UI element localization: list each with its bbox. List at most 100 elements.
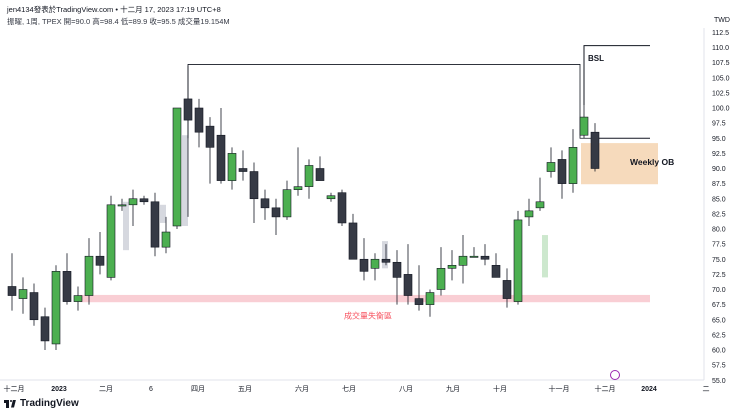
price-tick-label: 95.0: [712, 136, 726, 143]
candle-body[interactable]: [315, 168, 325, 181]
candle-body[interactable]: [73, 295, 83, 302]
price-tick-label: 70.0: [712, 287, 726, 294]
candle-body[interactable]: [128, 198, 138, 206]
event-flag-icon[interactable]: [610, 370, 620, 380]
candle-body[interactable]: [249, 171, 259, 200]
candle-body[interactable]: [447, 264, 457, 269]
tradingview-brand: TradingView: [20, 398, 79, 409]
candle-body[interactable]: [491, 264, 501, 278]
time-tick-label: 2023: [51, 386, 67, 393]
candle-body[interactable]: [524, 210, 534, 218]
candle-body[interactable]: [370, 258, 380, 269]
candle-body[interactable]: [579, 116, 589, 136]
candle-body[interactable]: [29, 292, 39, 321]
price-tick-label: 100.0: [712, 106, 730, 113]
price-tick-label: 55.0: [712, 378, 726, 385]
candle-body[interactable]: [513, 219, 523, 302]
time-tick-label: 四月: [191, 385, 205, 393]
candle-body[interactable]: [348, 222, 358, 260]
time-tick-label: 十月: [493, 384, 507, 393]
price-tick-label: 72.5: [712, 272, 726, 279]
price-tick-label: 112.5: [712, 30, 729, 37]
imbalance-shadow-bar: [123, 201, 129, 251]
price-tick-label: 62.5: [712, 332, 726, 339]
candle-body[interactable]: [304, 165, 314, 187]
candle-body[interactable]: [392, 261, 402, 278]
ohlc-legend: 振曜, 1周, TPEX 開=90.0 高=98.4 低=89.9 收=95.5…: [7, 17, 230, 26]
candle-body[interactable]: [51, 271, 61, 345]
price-tick-label: 65.0: [712, 317, 726, 324]
tradingview-footer[interactable]: TradingView: [4, 398, 79, 409]
price-tick-label: 77.5: [712, 242, 726, 249]
candle-body[interactable]: [326, 195, 336, 200]
candle-body[interactable]: [95, 255, 105, 266]
candle-body[interactable]: [502, 280, 512, 299]
time-tick-label: 十二月: [4, 384, 25, 393]
price-tick-label: 110.0: [712, 45, 729, 52]
bsl-label: BSL: [588, 54, 604, 63]
candle-body[interactable]: [172, 107, 182, 227]
candle-body[interactable]: [425, 292, 435, 305]
imbalance-shadow-bar: [382, 241, 388, 269]
price-tick-label: 107.5: [712, 60, 730, 67]
price-tick-label: 105.0: [712, 75, 730, 82]
candle-body[interactable]: [150, 201, 160, 248]
imbalance-shadow-bar: [160, 204, 166, 223]
candle-body[interactable]: [183, 98, 193, 121]
price-tick-label: 92.5: [712, 151, 726, 158]
candle-body[interactable]: [469, 255, 479, 258]
time-tick-label: 五月: [238, 385, 252, 393]
time-tick-label: 十一月: [549, 384, 570, 393]
candle-body[interactable]: [260, 198, 270, 209]
time-tick-label: 二: [703, 386, 710, 393]
candle-body[interactable]: [106, 204, 116, 278]
imbalance-zone-label: 成交量失衡區: [344, 311, 392, 321]
candle-body[interactable]: [62, 271, 72, 302]
candle-body[interactable]: [205, 125, 215, 148]
candle-body[interactable]: [161, 231, 171, 248]
candle-body[interactable]: [546, 162, 556, 172]
candle-body[interactable]: [194, 107, 204, 133]
candle-body[interactable]: [293, 186, 303, 190]
candle-body[interactable]: [238, 168, 248, 172]
price-tick-label: 67.5: [712, 302, 726, 309]
price-tick-label: 85.0: [712, 196, 726, 203]
price-tick-label: 60.0: [712, 348, 726, 355]
candle-body[interactable]: [436, 268, 446, 290]
imbalance-zone: [80, 294, 650, 303]
candle-body[interactable]: [227, 153, 237, 181]
imbalance-shadow-bar: [542, 235, 548, 278]
candle-body[interactable]: [271, 207, 281, 218]
candle-body[interactable]: [458, 255, 468, 266]
candle-body[interactable]: [359, 258, 369, 272]
time-tick-label: 七月: [342, 384, 356, 393]
publisher-line: jen4134發表於TradingView.com • 十二月 17, 2023…: [7, 5, 221, 14]
candle-body[interactable]: [480, 255, 490, 260]
candle-body[interactable]: [535, 201, 545, 209]
candle-body[interactable]: [139, 198, 149, 203]
weekly-ob-label: Weekly OB: [630, 157, 674, 167]
price-tick-label: 90.0: [712, 166, 726, 173]
bsl-high-line: [583, 45, 650, 105]
candle-body[interactable]: [414, 298, 424, 305]
candle-body[interactable]: [282, 189, 292, 218]
candle-body[interactable]: [381, 258, 391, 263]
candle-body[interactable]: [403, 274, 413, 296]
candle-body[interactable]: [337, 192, 347, 224]
candle-body[interactable]: [568, 147, 578, 184]
candle-body[interactable]: [117, 204, 127, 207]
price-tick-label: 102.5: [712, 90, 730, 97]
candle-body[interactable]: [7, 286, 17, 296]
candle-body[interactable]: [216, 134, 226, 181]
candle-body[interactable]: [40, 316, 50, 342]
bsl-line: [187, 64, 597, 217]
price-tick-label: 75.0: [712, 257, 726, 264]
candlestick-chart[interactable]: TWD 55.0 57.5 60.0 62.5 65.0 67.5 70.0 72.5 75.0 7…: [0, 0, 740, 396]
imbalance-shadow-bar: [182, 135, 188, 226]
candle-body[interactable]: [590, 131, 600, 169]
price-tick-label: 82.5: [712, 211, 726, 218]
candle-body[interactable]: [557, 159, 567, 184]
candle-body[interactable]: [18, 289, 28, 299]
candle-body[interactable]: [84, 255, 94, 296]
time-tick-label: 八月: [399, 385, 413, 393]
